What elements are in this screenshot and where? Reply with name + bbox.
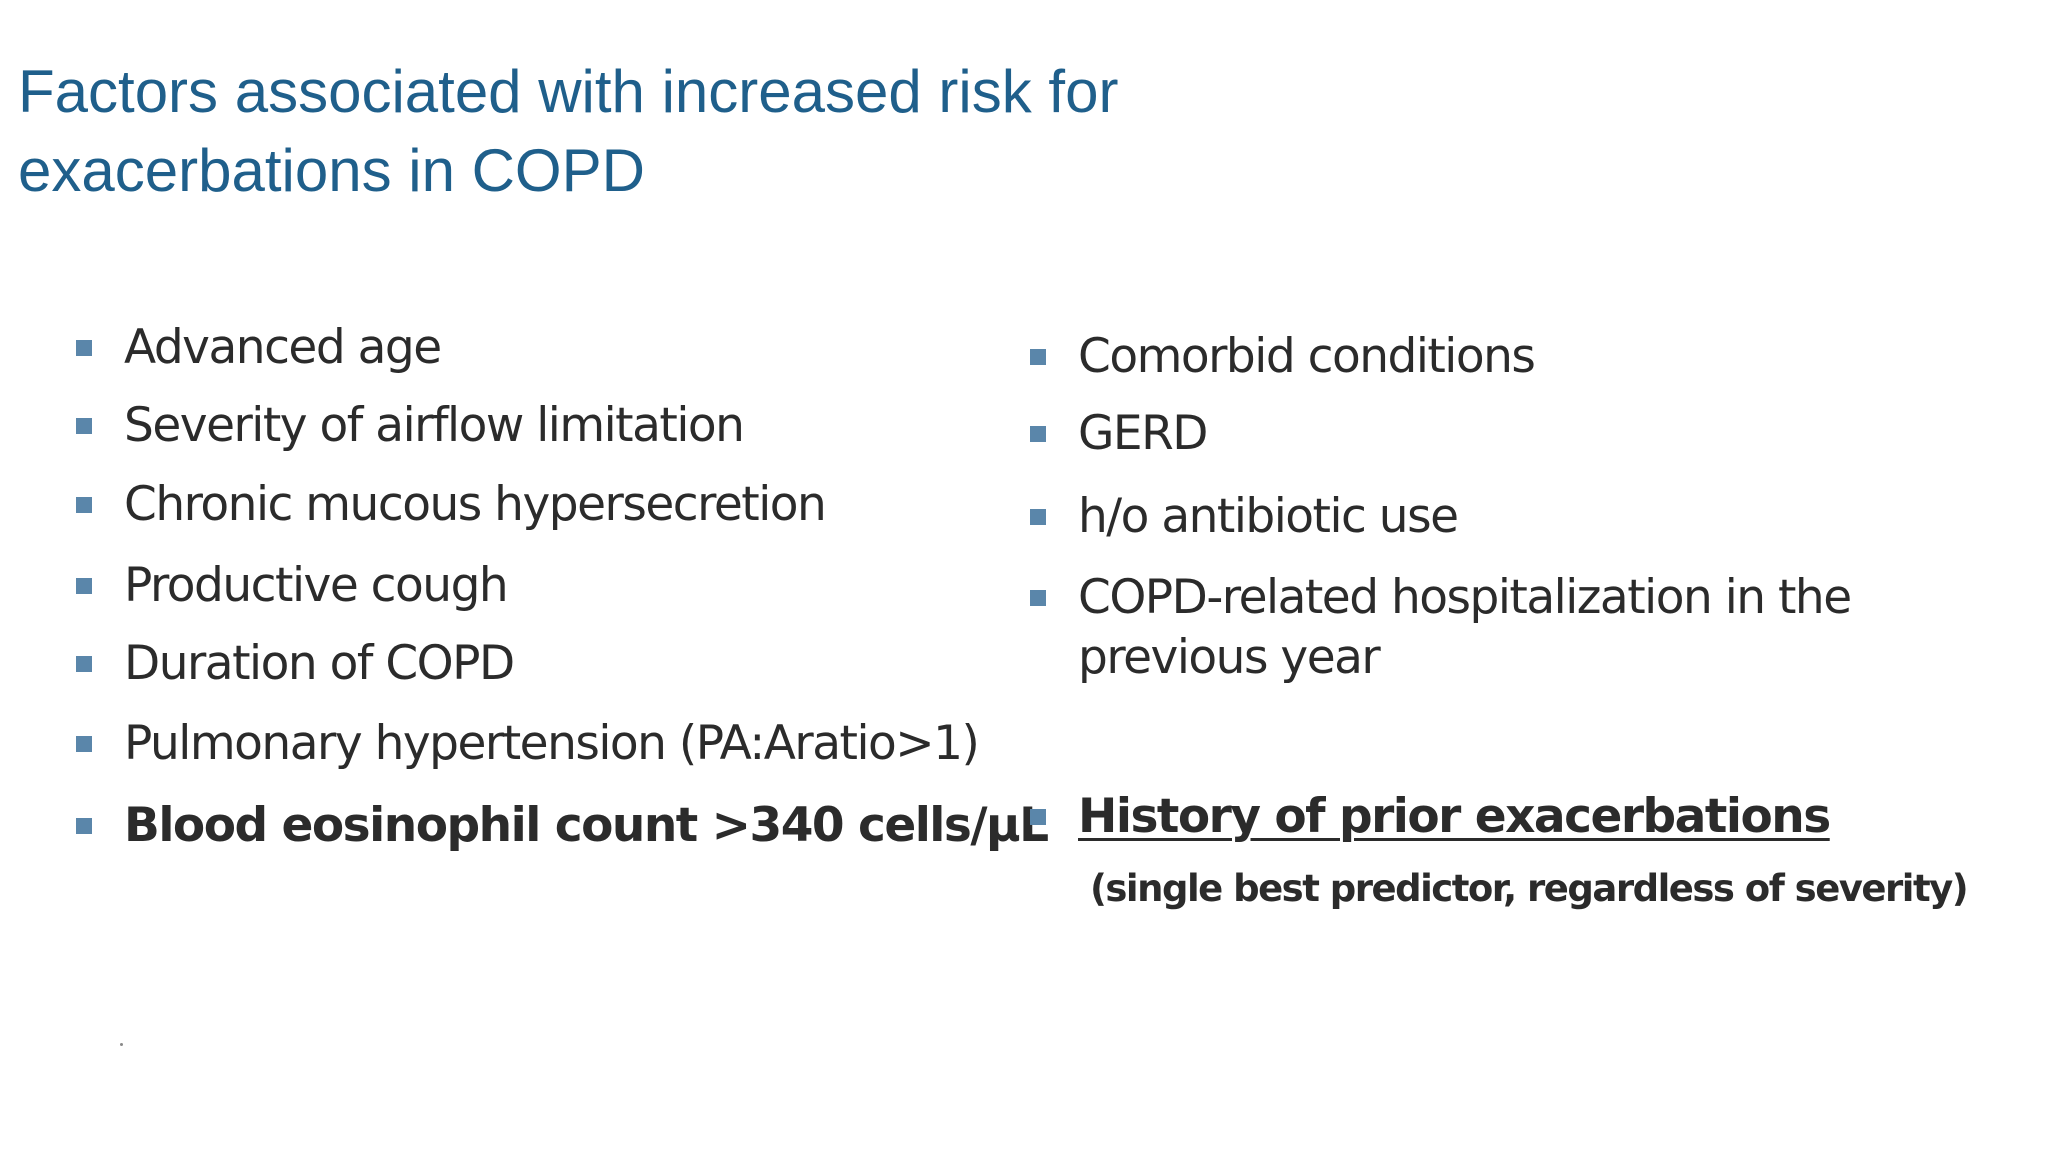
bullet-text: h/o antibiotic use [1078, 489, 1459, 544]
bullet-text: GERD [1078, 406, 1208, 461]
square-bullet-icon [76, 418, 92, 434]
bullet-text: History of prior exacerbations [1078, 789, 1831, 844]
bullet-text: Duration of COPD [124, 636, 515, 691]
bullet-text: Productive cough [124, 558, 509, 613]
bullet-text: Blood eosinophil count >340 cells/μL [124, 798, 1049, 853]
square-bullet-icon [1030, 809, 1046, 825]
bullet-text: Comorbid conditions [1078, 329, 1536, 384]
square-bullet-icon [76, 578, 92, 594]
bullet-text: Severity of airflow limitation [124, 398, 745, 453]
decorative-dot [120, 1043, 123, 1046]
bullet-text: Pulmonary hypertension (PA:Aratio>1) [124, 716, 980, 771]
square-bullet-icon [76, 340, 92, 356]
square-bullet-icon [1030, 426, 1046, 442]
square-bullet-icon [1030, 509, 1046, 525]
square-bullet-icon [76, 497, 92, 513]
bullet-text: Advanced age [124, 320, 442, 375]
square-bullet-icon [76, 818, 92, 834]
square-bullet-icon [76, 656, 92, 672]
bullet-text: Chronic mucous hypersecretion [124, 477, 827, 532]
slide-title: Factors associated with increased risk f… [18, 58, 1119, 204]
square-bullet-icon [1030, 590, 1046, 606]
square-bullet-icon [1030, 349, 1046, 365]
square-bullet-icon [76, 736, 92, 752]
predictor-note: (single best predictor, regardless of se… [1090, 867, 1969, 910]
bullet-text: COPD-related hospitalization in the prev… [1078, 570, 1852, 685]
